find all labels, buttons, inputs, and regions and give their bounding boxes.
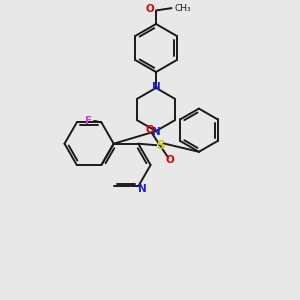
Text: O: O	[145, 4, 154, 14]
Text: S: S	[156, 139, 164, 152]
Text: N: N	[138, 184, 147, 194]
Text: N: N	[152, 127, 160, 137]
Text: O: O	[165, 155, 174, 165]
Text: F: F	[85, 116, 92, 126]
Text: O: O	[146, 125, 154, 135]
Text: CH₃: CH₃	[175, 4, 191, 13]
Text: N: N	[152, 82, 160, 92]
